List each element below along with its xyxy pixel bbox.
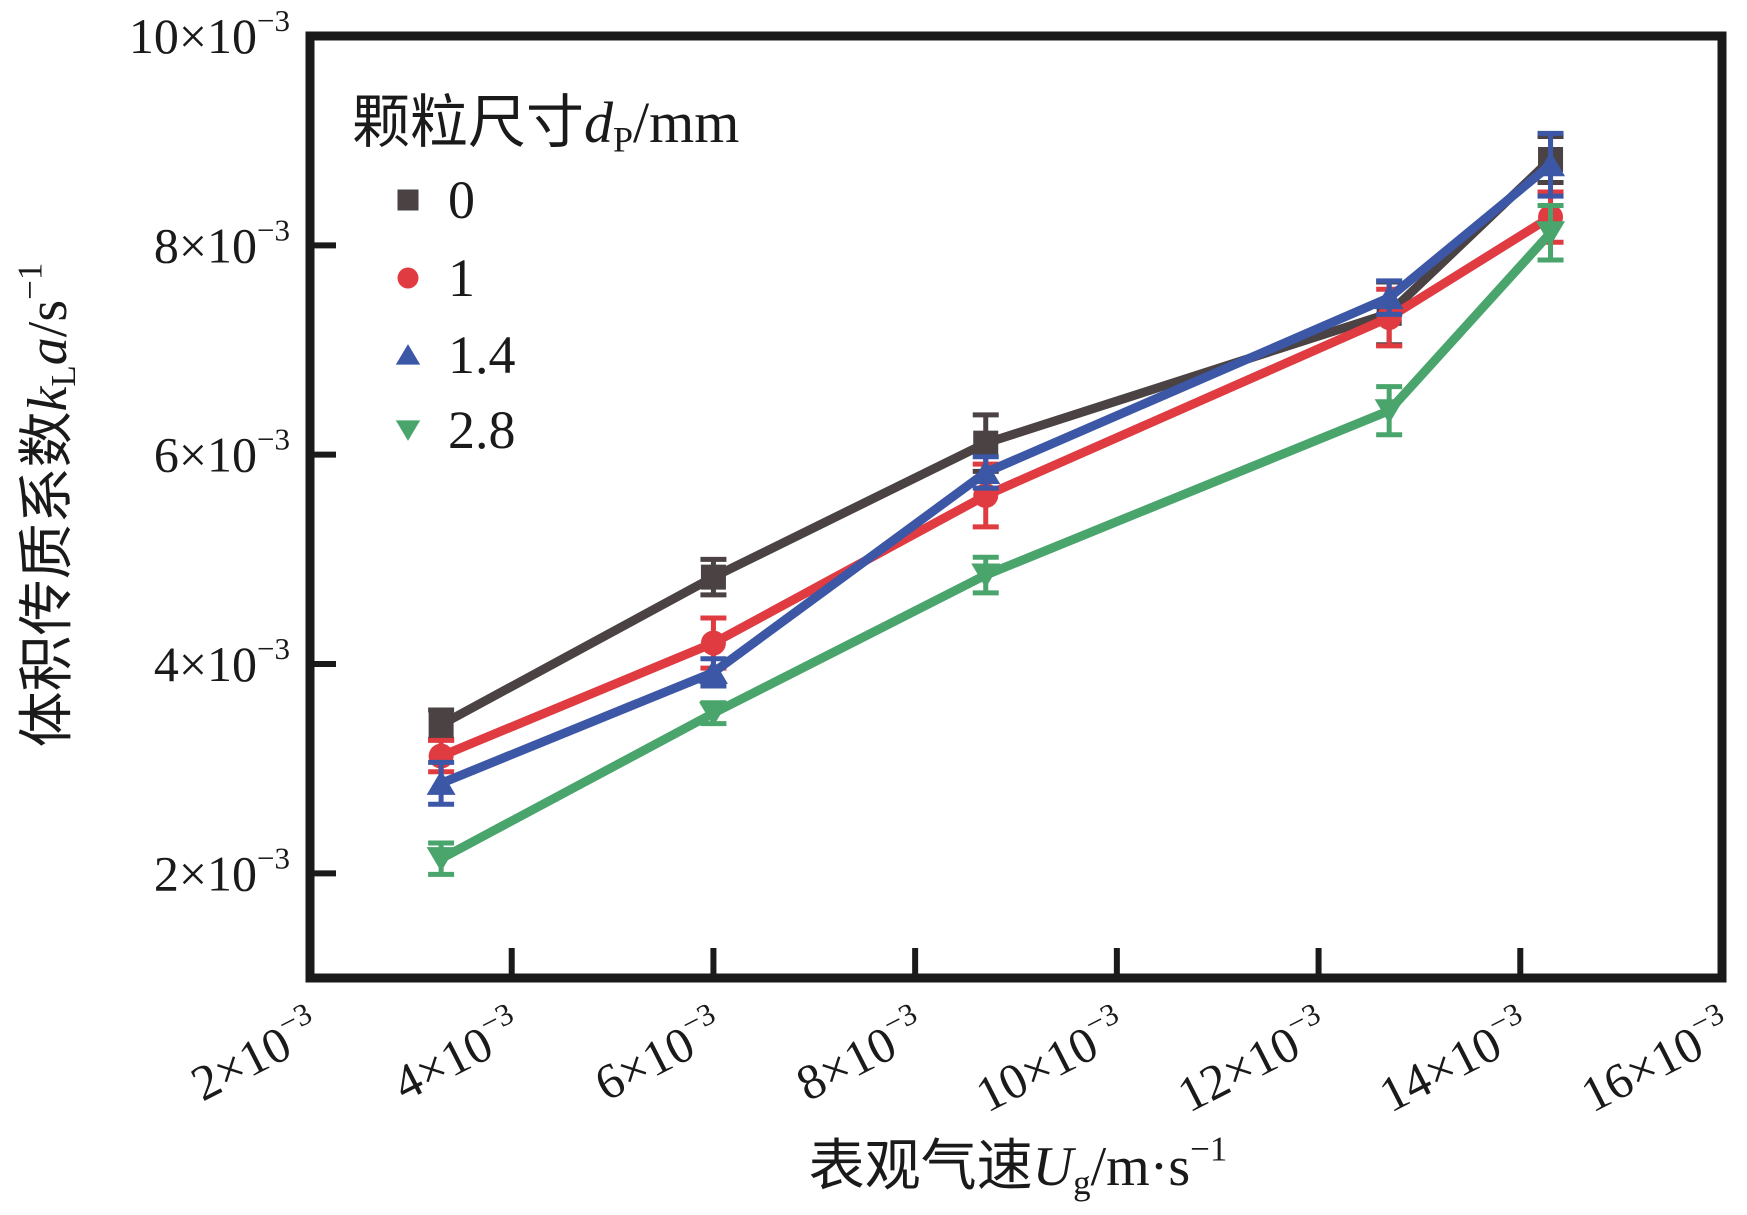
series-1.4	[426, 130, 1566, 807]
data-marker-triangle-up	[426, 770, 456, 795]
legend-entry-label: 0	[448, 170, 475, 230]
y-tick-label: 2×10−3	[154, 840, 290, 901]
x-axis-title: 表观气速Ug/m·s−1	[809, 1129, 1228, 1202]
legend-marker-triangle-up	[395, 344, 421, 365]
data-marker-circle	[700, 630, 726, 656]
data-marker-circle	[1376, 305, 1402, 331]
legend-marker-circle	[397, 267, 419, 289]
data-marker-square	[428, 712, 454, 738]
legend: 颗粒尺寸dP/mm 0 1 1.4 2.8	[352, 90, 739, 460]
y-tick-label: 8×10−3	[154, 212, 290, 273]
data-marker-triangle-up	[971, 459, 1001, 484]
y-tick-label: 4×10−3	[154, 631, 290, 692]
data-marker-triangle-up	[1536, 151, 1566, 177]
y-tick-label: 6×10−3	[154, 422, 290, 483]
data-marker-triangle-down	[698, 701, 728, 727]
data-marker-triangle-up	[1374, 284, 1404, 310]
data-marker-square	[973, 430, 999, 456]
legend-marker-square	[397, 189, 419, 211]
legend-entry-label: 1	[448, 248, 475, 308]
legend-entry-label: 1.4	[448, 325, 516, 385]
data-marker-square	[700, 564, 726, 590]
y-tick-label: 10×10−3	[129, 3, 290, 64]
legend-entry-label: 2.8	[448, 400, 516, 460]
y-axis-title: 体积传质系数kLa/s−1	[10, 263, 83, 748]
series-2.8	[426, 203, 1566, 877]
data-marker-triangle-down	[1536, 221, 1566, 246]
data-marker-triangle-down	[971, 563, 1001, 589]
data-marker-triangle-down	[1374, 399, 1404, 424]
legend-title: 颗粒尺寸dP/mm	[352, 90, 739, 159]
legend-marker-triangle-down	[395, 420, 421, 441]
data-marker-triangle-up	[698, 659, 728, 684]
series-0	[428, 133, 1564, 742]
plot-frame	[305, 31, 1727, 983]
data-marker-triangle-down	[426, 847, 456, 872]
